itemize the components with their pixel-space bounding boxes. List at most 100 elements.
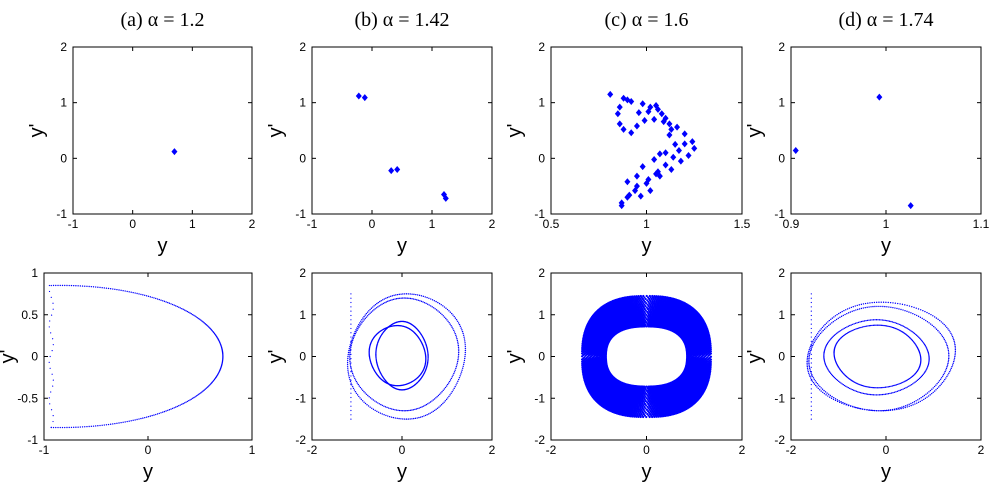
- attractor-dot: [112, 423, 114, 425]
- y-tick-label: -1: [295, 207, 306, 221]
- y-tick-label: 2: [538, 40, 545, 54]
- attractor-dot: [189, 399, 191, 401]
- attractor-dot: [198, 317, 200, 320]
- attractor-dot: [162, 411, 164, 413]
- panel-title: (b) α = 1.42: [354, 9, 449, 31]
- attractor-dot: [50, 332, 52, 334]
- data-point: [668, 165, 675, 173]
- attractor-dot: [350, 414, 352, 416]
- data-point: [685, 152, 692, 160]
- x-tick-label: 0: [129, 217, 136, 231]
- attractor-dot: [171, 407, 174, 410]
- y-tick-label: -1: [534, 207, 545, 221]
- x-axis-label: y: [397, 235, 407, 257]
- attractor-dot: [456, 362, 459, 364]
- attractor-dot: [52, 344, 54, 346]
- attractor-dot: [453, 331, 456, 333]
- attractor-dot: [439, 405, 441, 407]
- attractor-dot: [447, 382, 450, 384]
- attractor-dot: [431, 306, 433, 308]
- attractor-dot: [52, 302, 54, 304]
- attractor-dot: [385, 414, 387, 417]
- attractor-dot: [140, 417, 142, 420]
- attractor-dot: [403, 410, 405, 412]
- attractor-dot: [142, 294, 144, 296]
- attractor-dot: [178, 306, 180, 308]
- x-tick-label: 1.1: [973, 217, 990, 231]
- attractor-dot: [459, 325, 462, 328]
- attractor-dot: [124, 290, 126, 292]
- data-point: [616, 120, 623, 128]
- attractor-dot: [52, 420, 54, 423]
- attractor-dot: [364, 317, 366, 320]
- attractor-dot: [441, 390, 443, 393]
- y-tick-label: 2: [538, 266, 545, 280]
- attractor-dot: [149, 415, 152, 417]
- data-point: [641, 116, 648, 124]
- attractor-dot: [68, 426, 70, 429]
- attractor-dot: [457, 344, 460, 347]
- x-tick-label: 0.5: [543, 217, 560, 231]
- attractor-dot: [350, 306, 352, 308]
- attractor-dot: [375, 360, 378, 362]
- attractor-dot: [445, 385, 448, 387]
- attractor-dot: [349, 346, 351, 348]
- attractor-dot: [456, 364, 458, 366]
- attractor-dot: [371, 407, 373, 409]
- attractor-dot: [428, 304, 430, 306]
- attractor-dot: [453, 315, 455, 318]
- x-tick-label: -1: [307, 217, 318, 231]
- attractor-dot: [421, 406, 423, 408]
- attractor-dot: [409, 409, 412, 412]
- attractor-dot: [138, 293, 140, 295]
- attractor-dot: [194, 315, 196, 317]
- attractor-dot: [422, 405, 425, 407]
- attractor-dot: [347, 357, 349, 360]
- attractor-dot: [350, 358, 352, 360]
- data-point: [633, 172, 640, 180]
- attractor-dot: [350, 346, 352, 349]
- attractor-dot: [86, 425, 88, 428]
- attractor-dot: [384, 406, 387, 408]
- attractor-dot: [398, 417, 400, 420]
- attractor-dot: [420, 295, 423, 297]
- attractor-dot: [208, 326, 210, 328]
- attractor-dot: [435, 397, 437, 399]
- data-point: [633, 182, 640, 190]
- data-point: [674, 123, 681, 131]
- data-point: [677, 157, 684, 165]
- attractor-dot: [451, 326, 453, 328]
- attractor-dot: [369, 308, 371, 311]
- attractor-dot: [415, 293, 417, 296]
- attractor-dot: [406, 297, 409, 299]
- attractor-dot: [414, 408, 416, 411]
- attractor-dot: [347, 355, 349, 358]
- attractor-dot: [354, 330, 356, 333]
- attractor-dot: [442, 305, 444, 307]
- attractor-dot: [364, 392, 366, 394]
- attractor-dot: [203, 389, 205, 391]
- attractor-dot: [417, 294, 419, 296]
- attractor-dot: [449, 311, 452, 313]
- attractor-dot: [50, 314, 53, 316]
- attractor-dot: [449, 323, 451, 325]
- attractor-dot: [202, 321, 204, 323]
- data-point: [647, 187, 654, 195]
- data-point: [651, 155, 658, 163]
- attractor-dot: [360, 320, 362, 322]
- attractor-dot: [383, 405, 385, 407]
- attractor-dot: [445, 398, 448, 401]
- attractor-dot: [206, 324, 208, 327]
- attractor-dot: [99, 424, 101, 427]
- attractor-dot: [105, 287, 108, 289]
- attractor-dot: [437, 301, 439, 304]
- attractor-dot: [222, 356, 224, 359]
- attractor-dot: [207, 325, 209, 328]
- attractor-dot: [464, 349, 467, 352]
- attractor-dot: [371, 310, 374, 312]
- attractor-dot: [403, 297, 405, 299]
- attractor-dot: [124, 421, 126, 423]
- x-tick-label: 0: [643, 443, 650, 457]
